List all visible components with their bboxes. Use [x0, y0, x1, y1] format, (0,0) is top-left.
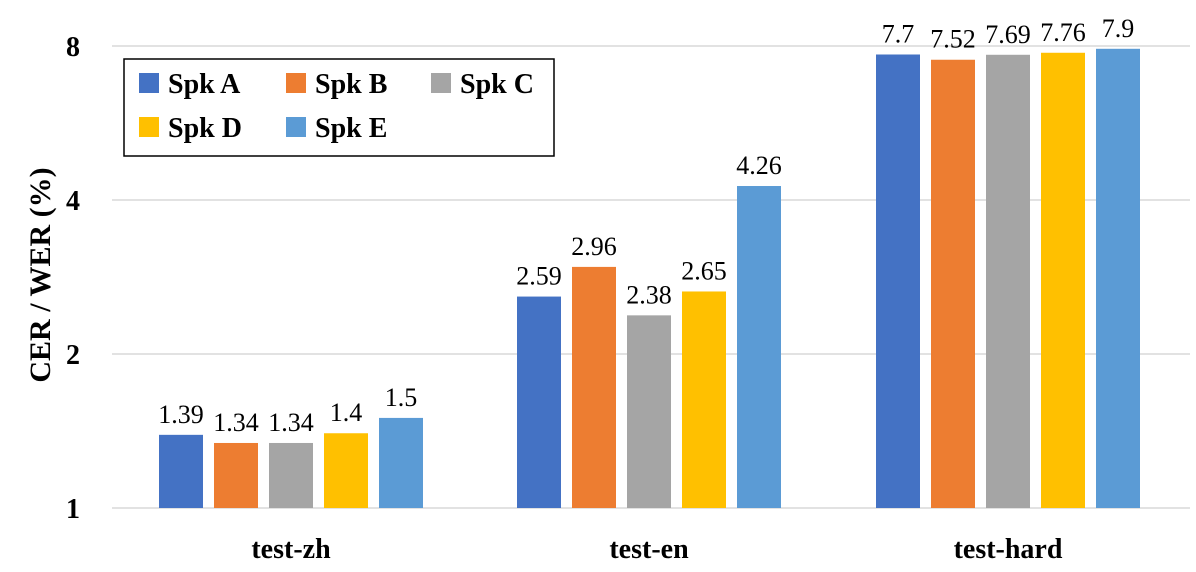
bar	[627, 315, 671, 508]
x-tick-label: test-en	[609, 534, 689, 565]
bar	[517, 296, 561, 508]
legend-swatch	[286, 117, 306, 137]
legend-swatch	[139, 73, 159, 93]
legend-swatch	[286, 73, 306, 93]
data-label: 1.34	[268, 408, 314, 437]
y-axis-label: CER / WER (%)	[24, 167, 57, 382]
bar	[737, 186, 781, 508]
legend-label: Spk D	[168, 113, 242, 144]
data-label: 7.52	[930, 25, 976, 54]
bar	[214, 442, 258, 508]
bar	[1096, 48, 1140, 509]
legend-label: Spk C	[460, 69, 534, 100]
bar	[931, 59, 975, 509]
bar	[986, 54, 1030, 509]
category-labels: test-zh test-en test-hard	[251, 534, 1063, 565]
bar	[682, 291, 726, 508]
data-label: 7.76	[1040, 18, 1086, 47]
data-label: 1.39	[158, 400, 204, 429]
legend-label: Spk B	[315, 69, 387, 100]
bar	[572, 266, 616, 508]
data-label: 2.38	[626, 280, 672, 309]
data-label: 2.65	[681, 256, 727, 285]
bar	[159, 434, 203, 508]
y-tick-label: 1	[66, 494, 80, 525]
data-label: 7.7	[882, 19, 915, 48]
y-tick-label: 8	[66, 32, 80, 63]
x-tick-label: test-zh	[251, 534, 331, 565]
bar	[876, 54, 920, 509]
bar	[324, 433, 368, 508]
legend-label: Spk A	[168, 69, 241, 100]
data-label: 2.96	[571, 232, 617, 261]
bar	[269, 442, 313, 508]
bar	[1041, 52, 1085, 509]
data-label: 1.34	[213, 408, 259, 437]
y-axis-ticks: 1 2 4 8	[66, 32, 80, 525]
bar	[379, 417, 423, 508]
data-labels: 1.39 1.34 1.34 1.4 1.5 2.59 2.96 2.38 2.65 4.26 7.…	[158, 14, 1134, 437]
legend-box	[123, 58, 555, 157]
data-label: 7.9	[1102, 14, 1135, 43]
data-label: 2.59	[516, 262, 562, 291]
legend-swatch	[139, 117, 159, 137]
legend-label: Spk E	[315, 113, 387, 144]
x-tick-label: test-hard	[954, 534, 1063, 565]
legend: Spk A Spk B Spk C Spk D Spk E	[123, 58, 555, 157]
bars	[159, 48, 1140, 509]
y-tick-label: 4	[66, 186, 80, 217]
legend-swatch	[431, 73, 451, 93]
data-label: 4.26	[736, 151, 782, 180]
y-tick-label: 2	[66, 340, 80, 371]
data-label: 1.5	[385, 383, 418, 412]
data-label: 7.69	[985, 20, 1031, 49]
data-label: 1.4	[330, 398, 363, 427]
